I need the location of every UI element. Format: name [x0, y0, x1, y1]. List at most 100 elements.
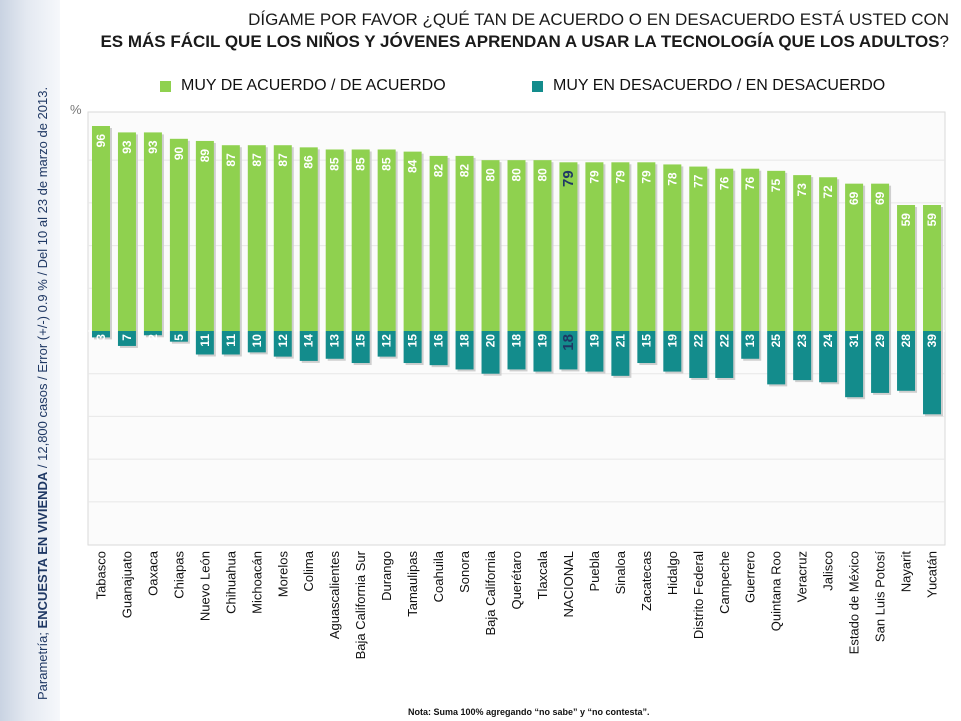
bar-disagree [91, 331, 110, 338]
x-tick-label: Veracruz [795, 551, 810, 602]
x-tick-label: Tamaulipas [405, 551, 420, 617]
data-label-agree: 75 [769, 179, 783, 193]
data-label-agree: 80 [484, 168, 498, 182]
data-label-agree: 78 [665, 172, 679, 186]
data-label-agree: 86 [302, 155, 316, 169]
data-label-agree: 93 [120, 140, 134, 154]
data-label-disagree: 18 [458, 334, 472, 348]
data-label-disagree: 15 [354, 334, 368, 348]
x-tick-label: Chihuahua [223, 550, 238, 614]
bar-disagree [715, 331, 734, 378]
bar-agree [897, 205, 916, 331]
data-label-disagree: 3 [94, 334, 108, 341]
legend-disagree-label: MUY EN DESACUERDO / EN DESACUERDO [553, 77, 886, 94]
legend-disagree-swatch [532, 80, 543, 92]
bar-disagree [351, 331, 370, 364]
bar-agree [481, 160, 500, 331]
bar-disagree [689, 331, 708, 378]
legend-agree: MUY DE ACUERDO / DE ACUERDO [160, 77, 446, 95]
data-label-disagree: 18 [560, 334, 577, 351]
data-label-agree: 79 [613, 170, 627, 184]
data-label-agree: 77 [691, 174, 705, 188]
chart-title-line2: ES MÁS FÁCIL QUE LOS NIÑOS Y JÓVENES APR… [100, 32, 949, 52]
data-label-agree: 80 [535, 168, 549, 182]
data-label-agree: 76 [717, 176, 731, 190]
bar-disagree [195, 331, 214, 355]
legend-agree-label: MUY DE ACUERDO / DE ACUERDO [181, 77, 446, 94]
x-tick-label: Puebla [587, 550, 602, 591]
x-tick-label: San Luis Potosí [873, 551, 888, 642]
x-tick-label: Morelos [275, 551, 290, 598]
bar-disagree [169, 331, 188, 342]
x-tick-label: Distrito Federal [691, 551, 706, 639]
bar-disagree [845, 331, 864, 398]
data-label-disagree: 23 [795, 334, 809, 348]
data-label-agree: 87 [276, 153, 290, 167]
x-tick-label: Baja California Sur [353, 550, 368, 659]
bar-disagree [221, 331, 240, 355]
data-label-disagree: 22 [717, 334, 731, 348]
bar-disagree [637, 331, 656, 364]
data-label-agree: 73 [795, 183, 809, 197]
legend-disagree: MUY EN DESACUERDO / EN DESACUERDO [532, 77, 885, 95]
bar-agree [221, 145, 240, 331]
bar-disagree [143, 331, 162, 336]
bar-disagree [741, 331, 760, 359]
data-label-disagree: 13 [328, 334, 342, 348]
bar-agree [299, 147, 318, 331]
data-label-agree: 90 [172, 146, 186, 160]
bar-agree [169, 138, 188, 331]
data-label-disagree: 11 [224, 334, 238, 347]
bar-agree [793, 175, 812, 331]
bar-agree [455, 155, 474, 331]
data-label-disagree: 25 [769, 334, 783, 348]
x-tick-label: Sonora [457, 550, 472, 593]
x-tick-label: Tlaxcala [535, 550, 550, 599]
bar-disagree [455, 331, 474, 370]
bar-agree [923, 205, 942, 331]
chart-title-line1: DÍGAME POR FAVOR ¿QUÉ TAN DE ACUERDO O E… [248, 10, 949, 29]
bar-agree [377, 149, 396, 331]
bar-disagree [923, 331, 942, 415]
x-tick-label: Guerrero [743, 551, 758, 603]
data-label-agree: 96 [94, 134, 108, 148]
bar-disagree [299, 331, 318, 361]
bar-agree [845, 183, 864, 331]
x-tick-label: Querétaro [509, 551, 524, 610]
x-tick-label: Coahuila [431, 550, 446, 602]
x-tick-label: Campeche [717, 551, 732, 614]
bar-disagree [819, 331, 838, 383]
bar-disagree [507, 331, 526, 370]
bar-disagree [533, 331, 552, 372]
data-label-disagree: 20 [484, 334, 498, 348]
bar-disagree [273, 331, 292, 357]
y-axis-unit-label: % [70, 102, 82, 117]
bar-disagree [897, 331, 916, 391]
data-label-disagree: 22 [691, 334, 705, 348]
bar-disagree [247, 331, 266, 353]
bar-disagree [325, 331, 344, 359]
data-label-agree: 84 [406, 159, 420, 173]
bar-disagree [611, 331, 630, 376]
data-label-agree: 79 [560, 170, 577, 187]
bar-agree [273, 145, 292, 331]
bar-agree [767, 170, 786, 331]
bar-agree [325, 149, 344, 331]
data-label-agree: 79 [587, 170, 601, 184]
bar-agree [247, 145, 266, 331]
bar-disagree [871, 331, 890, 393]
x-tick-label: Jalisco [821, 551, 836, 591]
data-label-disagree: 10 [250, 334, 264, 348]
bar-disagree [481, 331, 500, 374]
bar-agree [195, 140, 214, 331]
data-label-disagree: 7 [120, 334, 134, 341]
bar-disagree [793, 331, 812, 381]
bar-disagree [663, 331, 682, 372]
x-tick-label: Guanajuato [119, 551, 134, 618]
data-label-agree: 93 [146, 140, 160, 154]
footnote: Nota: Suma 100% agregando “no sabe” y “n… [408, 707, 650, 717]
data-label-disagree: 24 [821, 334, 835, 348]
bar-agree [871, 183, 890, 331]
data-label-disagree: 2 [146, 334, 160, 341]
bar-disagree [429, 331, 448, 366]
